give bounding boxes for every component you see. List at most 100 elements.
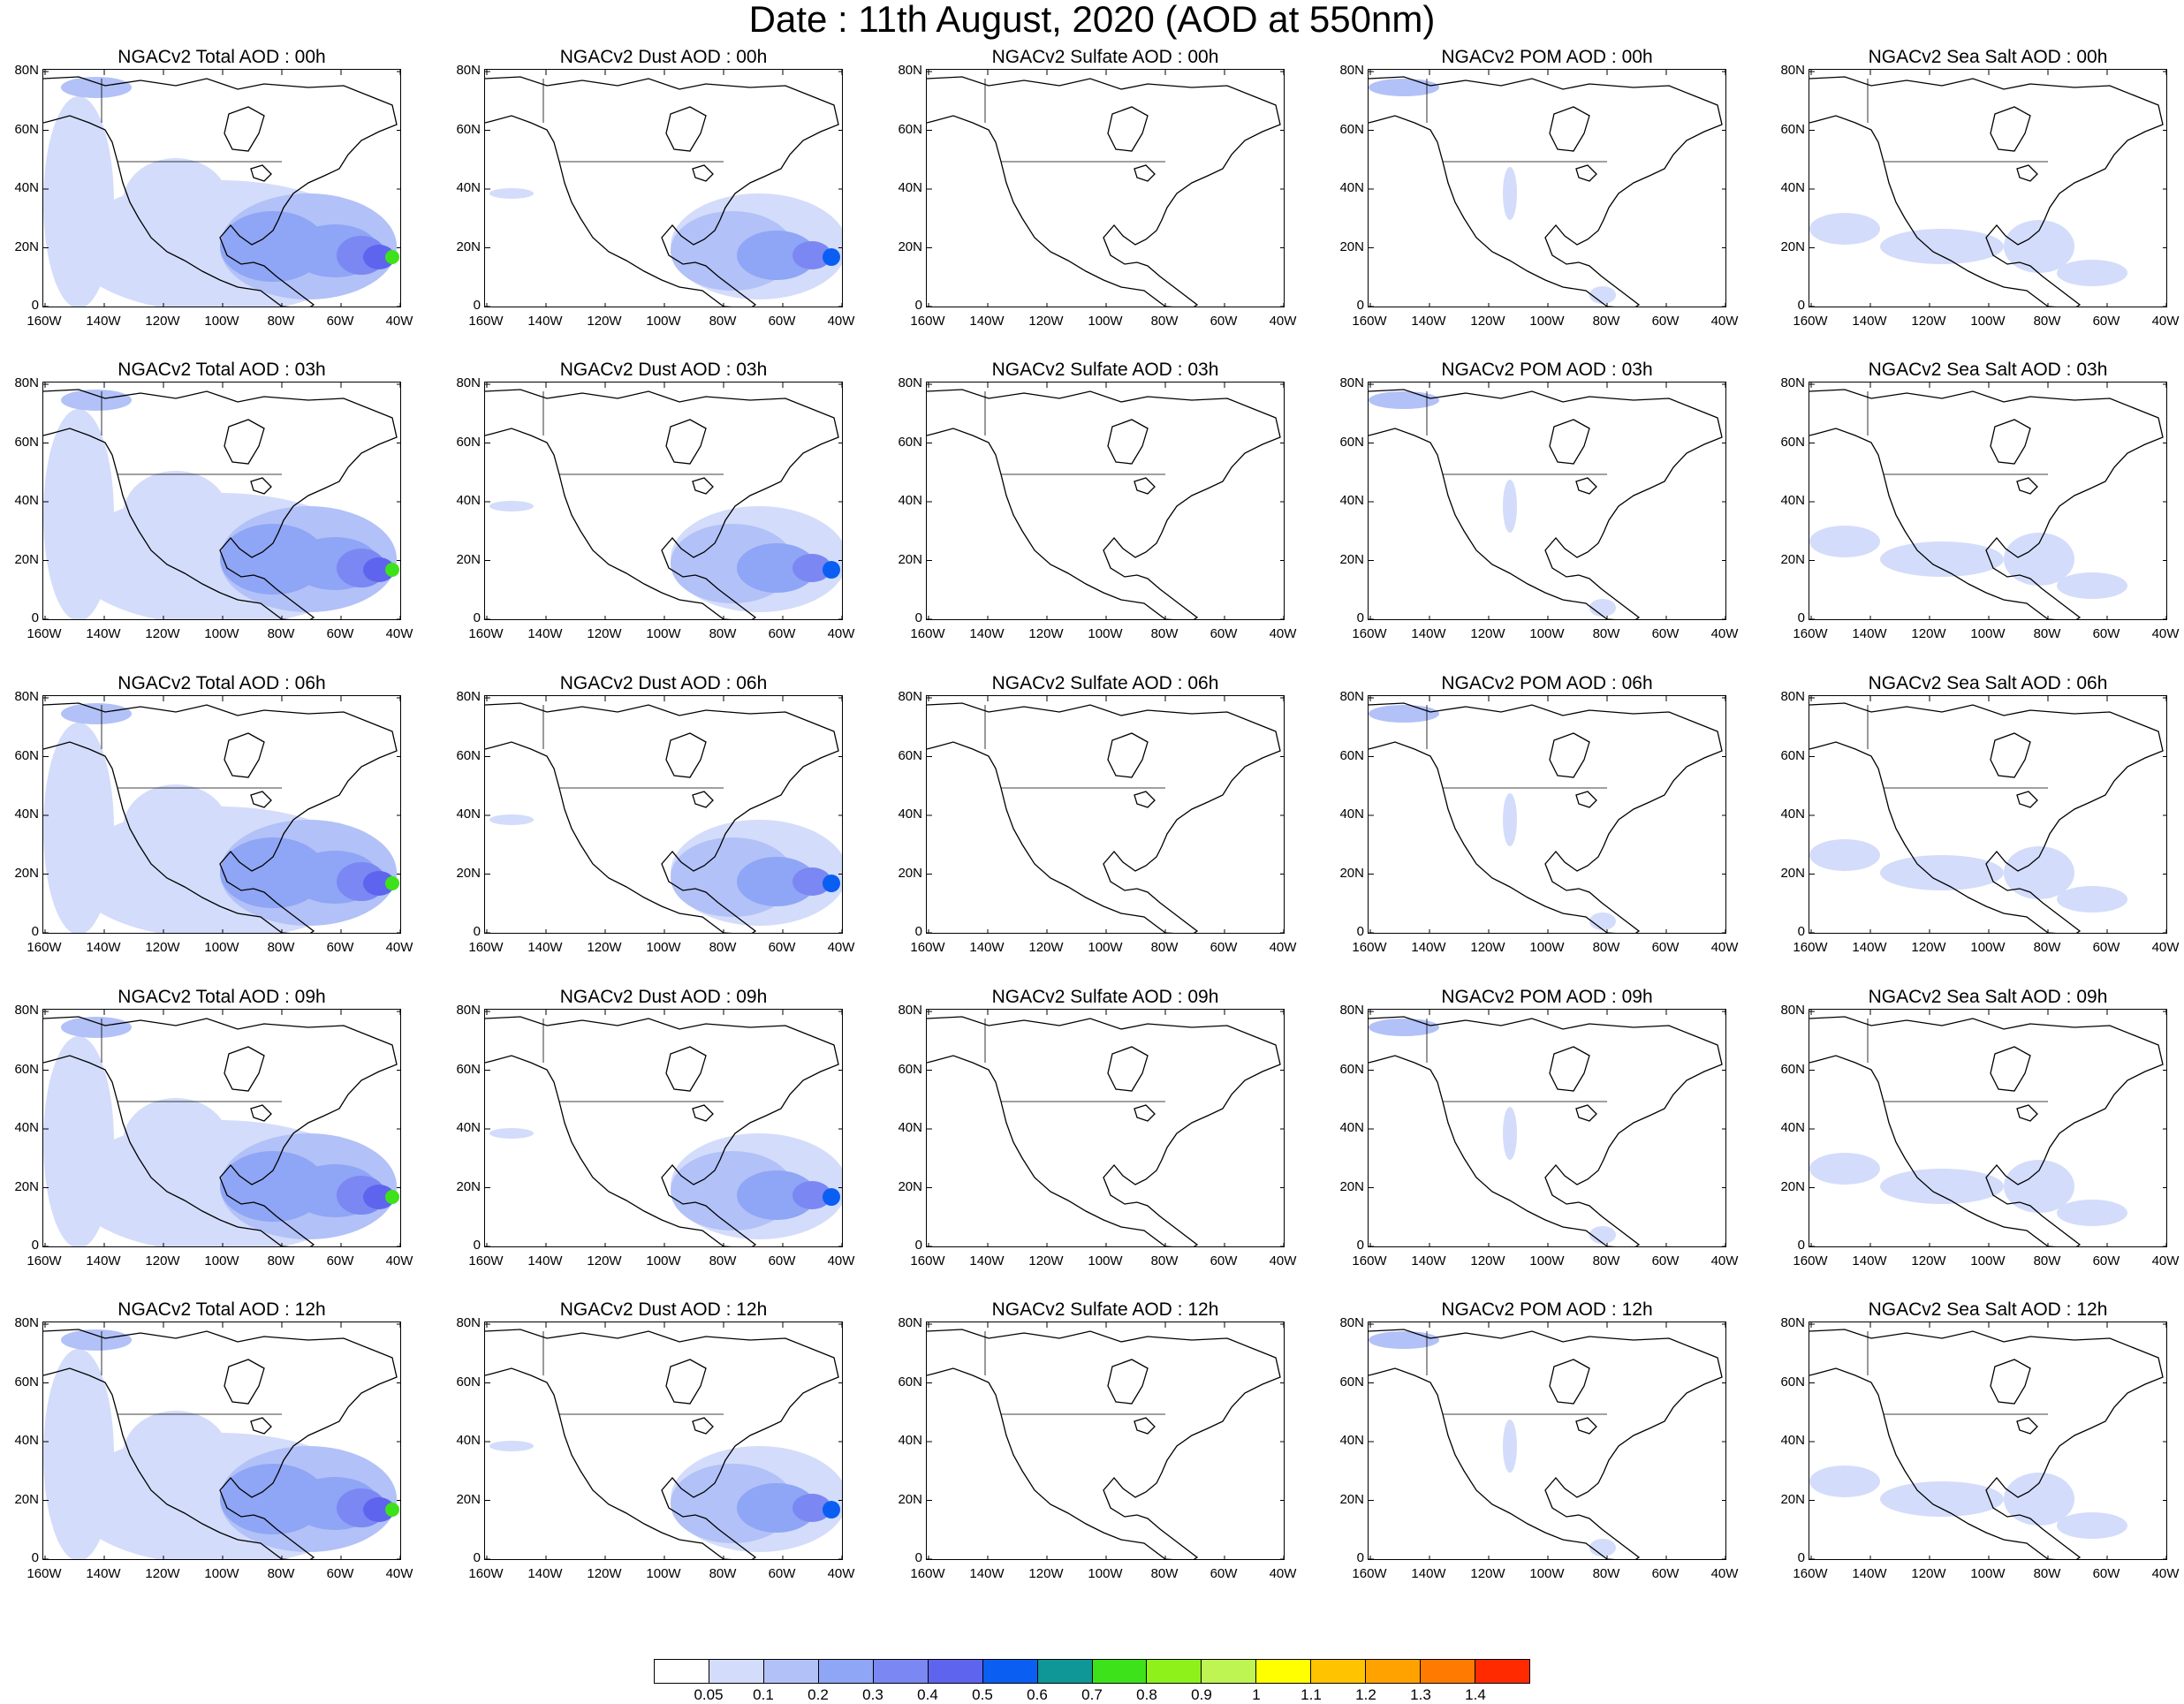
aod-map (43, 696, 400, 933)
aod-shading (385, 1190, 399, 1204)
lon-label: 80W (709, 626, 737, 641)
lon-label: 40W (827, 1253, 855, 1269)
map-frame (1368, 382, 1726, 620)
coastline (1549, 106, 1590, 152)
lon-label: 60W (1210, 940, 1238, 955)
lat-label: 20N (14, 865, 39, 881)
lon-label: 120W (1470, 626, 1505, 641)
aod-shading (1809, 213, 1880, 245)
lon-label: 140W (86, 1253, 121, 1269)
colorbar-tick-label: 1.4 (1465, 1686, 1486, 1703)
lon-label: 60W (1651, 626, 1680, 641)
aod-map (485, 1322, 842, 1559)
coastline (1990, 732, 2031, 778)
coastline (250, 1417, 272, 1435)
lon-label: 80W (2033, 940, 2061, 955)
colorbar-swatch (1202, 1660, 1257, 1683)
coastline (1575, 477, 1597, 495)
panel-title: NGACv2 Total AOD : 03h (118, 360, 326, 380)
coastline (692, 477, 714, 495)
map-frame (1368, 1322, 1726, 1560)
lat-label: 80N (14, 1315, 39, 1330)
coastline (250, 477, 272, 495)
coastline (224, 1046, 265, 1092)
map-panel: NGACv2 POM AOD : 03h 80N 60N 40N 20N 0 160W 140… (1339, 359, 1738, 650)
lon-label: 160W (27, 940, 62, 955)
lon-label: 100W (646, 940, 681, 955)
lon-label: 60W (768, 314, 796, 329)
lon-label: 140W (969, 626, 1005, 641)
aod-shading (792, 1181, 831, 1209)
aod-map (1369, 1010, 1725, 1246)
lon-label: 80W (2033, 1566, 2061, 1581)
lat-label: 0 (1797, 1238, 1805, 1253)
lon-label: 100W (1970, 314, 2006, 329)
coastline (1809, 702, 2164, 933)
lon-label: 80W (1150, 1253, 1179, 1269)
lon-label: 80W (267, 940, 295, 955)
lon-label: 100W (1088, 940, 1123, 955)
map-frame (42, 1322, 401, 1560)
lat-label: 60N (1780, 1374, 1805, 1390)
lat-label: 40N (14, 807, 39, 822)
coastline (485, 1329, 839, 1559)
map-panel: NGACv2 Total AOD : 12h 80N 60N 40N 20N 0 160W 1… (14, 1299, 413, 1590)
lat-label: 20N (456, 239, 481, 254)
aod-shading (61, 390, 132, 411)
aod-shading (2057, 1512, 2127, 1539)
lat-label: 60N (898, 747, 922, 763)
panel-title: NGACv2 POM AOD : 03h (1441, 360, 1653, 380)
panel-title: NGACv2 Dust AOD : 06h (559, 673, 768, 693)
lon-label: 40W (1269, 940, 1297, 955)
lon-label: 80W (1150, 626, 1179, 641)
colorbar-tick-label: 0.6 (1027, 1686, 1048, 1703)
coastline (1134, 164, 1156, 182)
lon-label: 80W (267, 626, 295, 641)
panel-title: NGACv2 POM AOD : 12h (1441, 1299, 1653, 1320)
map-panel: NGACv2 Dust AOD : 00h 80N 60N 40N 20N 0 160W 14… (456, 46, 854, 337)
aod-map (1369, 70, 1725, 307)
colorbar-swatch (1092, 1660, 1148, 1683)
colorbar-tick-label: 0.2 (808, 1686, 829, 1703)
aod-shading (1369, 1331, 1439, 1349)
coastline (2016, 1104, 2038, 1122)
aod-shading (792, 241, 831, 269)
coastline (1990, 106, 2031, 152)
panel-title: NGACv2 Dust AOD : 00h (559, 47, 768, 67)
lat-label: 20N (898, 551, 922, 567)
lat-label: 80N (456, 375, 481, 390)
lon-label: 120W (1028, 626, 1064, 641)
lat-label: 20N (1780, 865, 1805, 881)
lon-label: 40W (1710, 314, 1739, 329)
lat-label: 20N (456, 1178, 481, 1194)
lon-label: 120W (1470, 940, 1505, 955)
coastline (1369, 76, 1723, 307)
lat-label: 80N (456, 1315, 481, 1330)
aod-shading (737, 543, 816, 593)
lon-label: 120W (145, 1566, 180, 1581)
aod-shading (1880, 229, 2004, 264)
aod-shading (737, 1483, 816, 1533)
colorbar-tick-label: 0.7 (1081, 1686, 1103, 1703)
lon-label: 140W (527, 314, 563, 329)
lat-label: 20N (898, 1491, 922, 1507)
lon-label: 80W (267, 1253, 295, 1269)
coastline (224, 1359, 265, 1405)
aod-shading (1809, 839, 1880, 871)
aod-shading (489, 814, 534, 825)
map-panel: NGACv2 POM AOD : 09h 80N 60N 40N 20N 0 160W 140… (1339, 986, 1738, 1277)
lon-label: 60W (2092, 940, 2120, 955)
map-frame (42, 382, 401, 620)
lon-label: 60W (1651, 1566, 1680, 1581)
lat-label: 20N (1780, 239, 1805, 254)
lat-label: 20N (14, 551, 39, 567)
lon-label: 160W (1793, 1566, 1828, 1581)
lon-label: 140W (86, 940, 121, 955)
colorbar (654, 1659, 1530, 1684)
colorbar-swatch (763, 1660, 819, 1683)
lat-label: 20N (898, 239, 922, 254)
lon-label: 120W (1911, 940, 1946, 955)
aod-shading (43, 409, 114, 619)
map-panel: NGACv2 POM AOD : 12h 80N 60N 40N 20N 0 160W 140… (1339, 1299, 1738, 1590)
map-panel: NGACv2 Dust AOD : 03h 80N 60N 40N 20N 0 160W 14… (456, 359, 854, 650)
